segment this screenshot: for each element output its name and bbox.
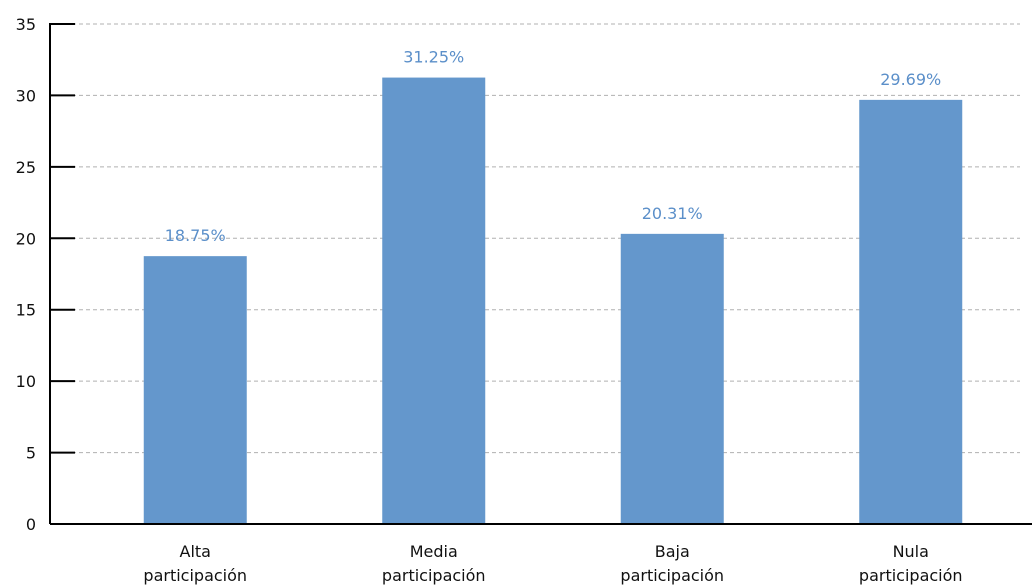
data-labels: 18.75% 31.25% 20.31% 29.69%: [165, 48, 942, 246]
y-tick-label: 15: [16, 301, 36, 320]
y-tick-label: 20: [16, 229, 36, 248]
x-tick-label-line: participación: [143, 566, 247, 585]
y-tick-label: 25: [16, 158, 36, 177]
x-tick-label: Nula participación: [859, 542, 963, 585]
bar: [620, 233, 724, 524]
bars: [143, 77, 963, 525]
bar: [859, 99, 963, 524]
y-tick-label: 5: [26, 444, 36, 463]
data-label: 20.31%: [642, 204, 703, 223]
x-tick-label: Baja participación: [620, 542, 724, 585]
y-tick-label: 35: [16, 15, 36, 34]
x-tick-label: Alta participación: [143, 542, 247, 585]
x-tick-label-line: Baja: [655, 542, 690, 561]
x-tick-label-line: Media: [410, 542, 458, 561]
y-tick-labels: 0 5 10 15 20 25 30 35: [16, 15, 36, 534]
y-tick-label: 0: [26, 515, 36, 534]
x-tick-label-line: Alta: [180, 542, 211, 561]
x-tick-labels: Alta participación Media participación Baja p…: [143, 542, 962, 585]
x-tick-label-line: Nula: [893, 542, 929, 561]
x-tick-label-line: participación: [620, 566, 724, 585]
data-label: 29.69%: [880, 70, 941, 89]
bar: [382, 77, 486, 525]
data-label: 31.25%: [403, 48, 464, 67]
bar: [143, 256, 247, 524]
axes: [49, 23, 1032, 525]
x-tick-label-line: participación: [382, 566, 486, 585]
x-tick-label-line: participación: [859, 566, 963, 585]
data-label: 18.75%: [165, 226, 226, 245]
y-tick-label: 10: [16, 372, 36, 391]
x-tick-label: Media participación: [382, 542, 486, 585]
y-tick-label: 30: [16, 86, 36, 105]
